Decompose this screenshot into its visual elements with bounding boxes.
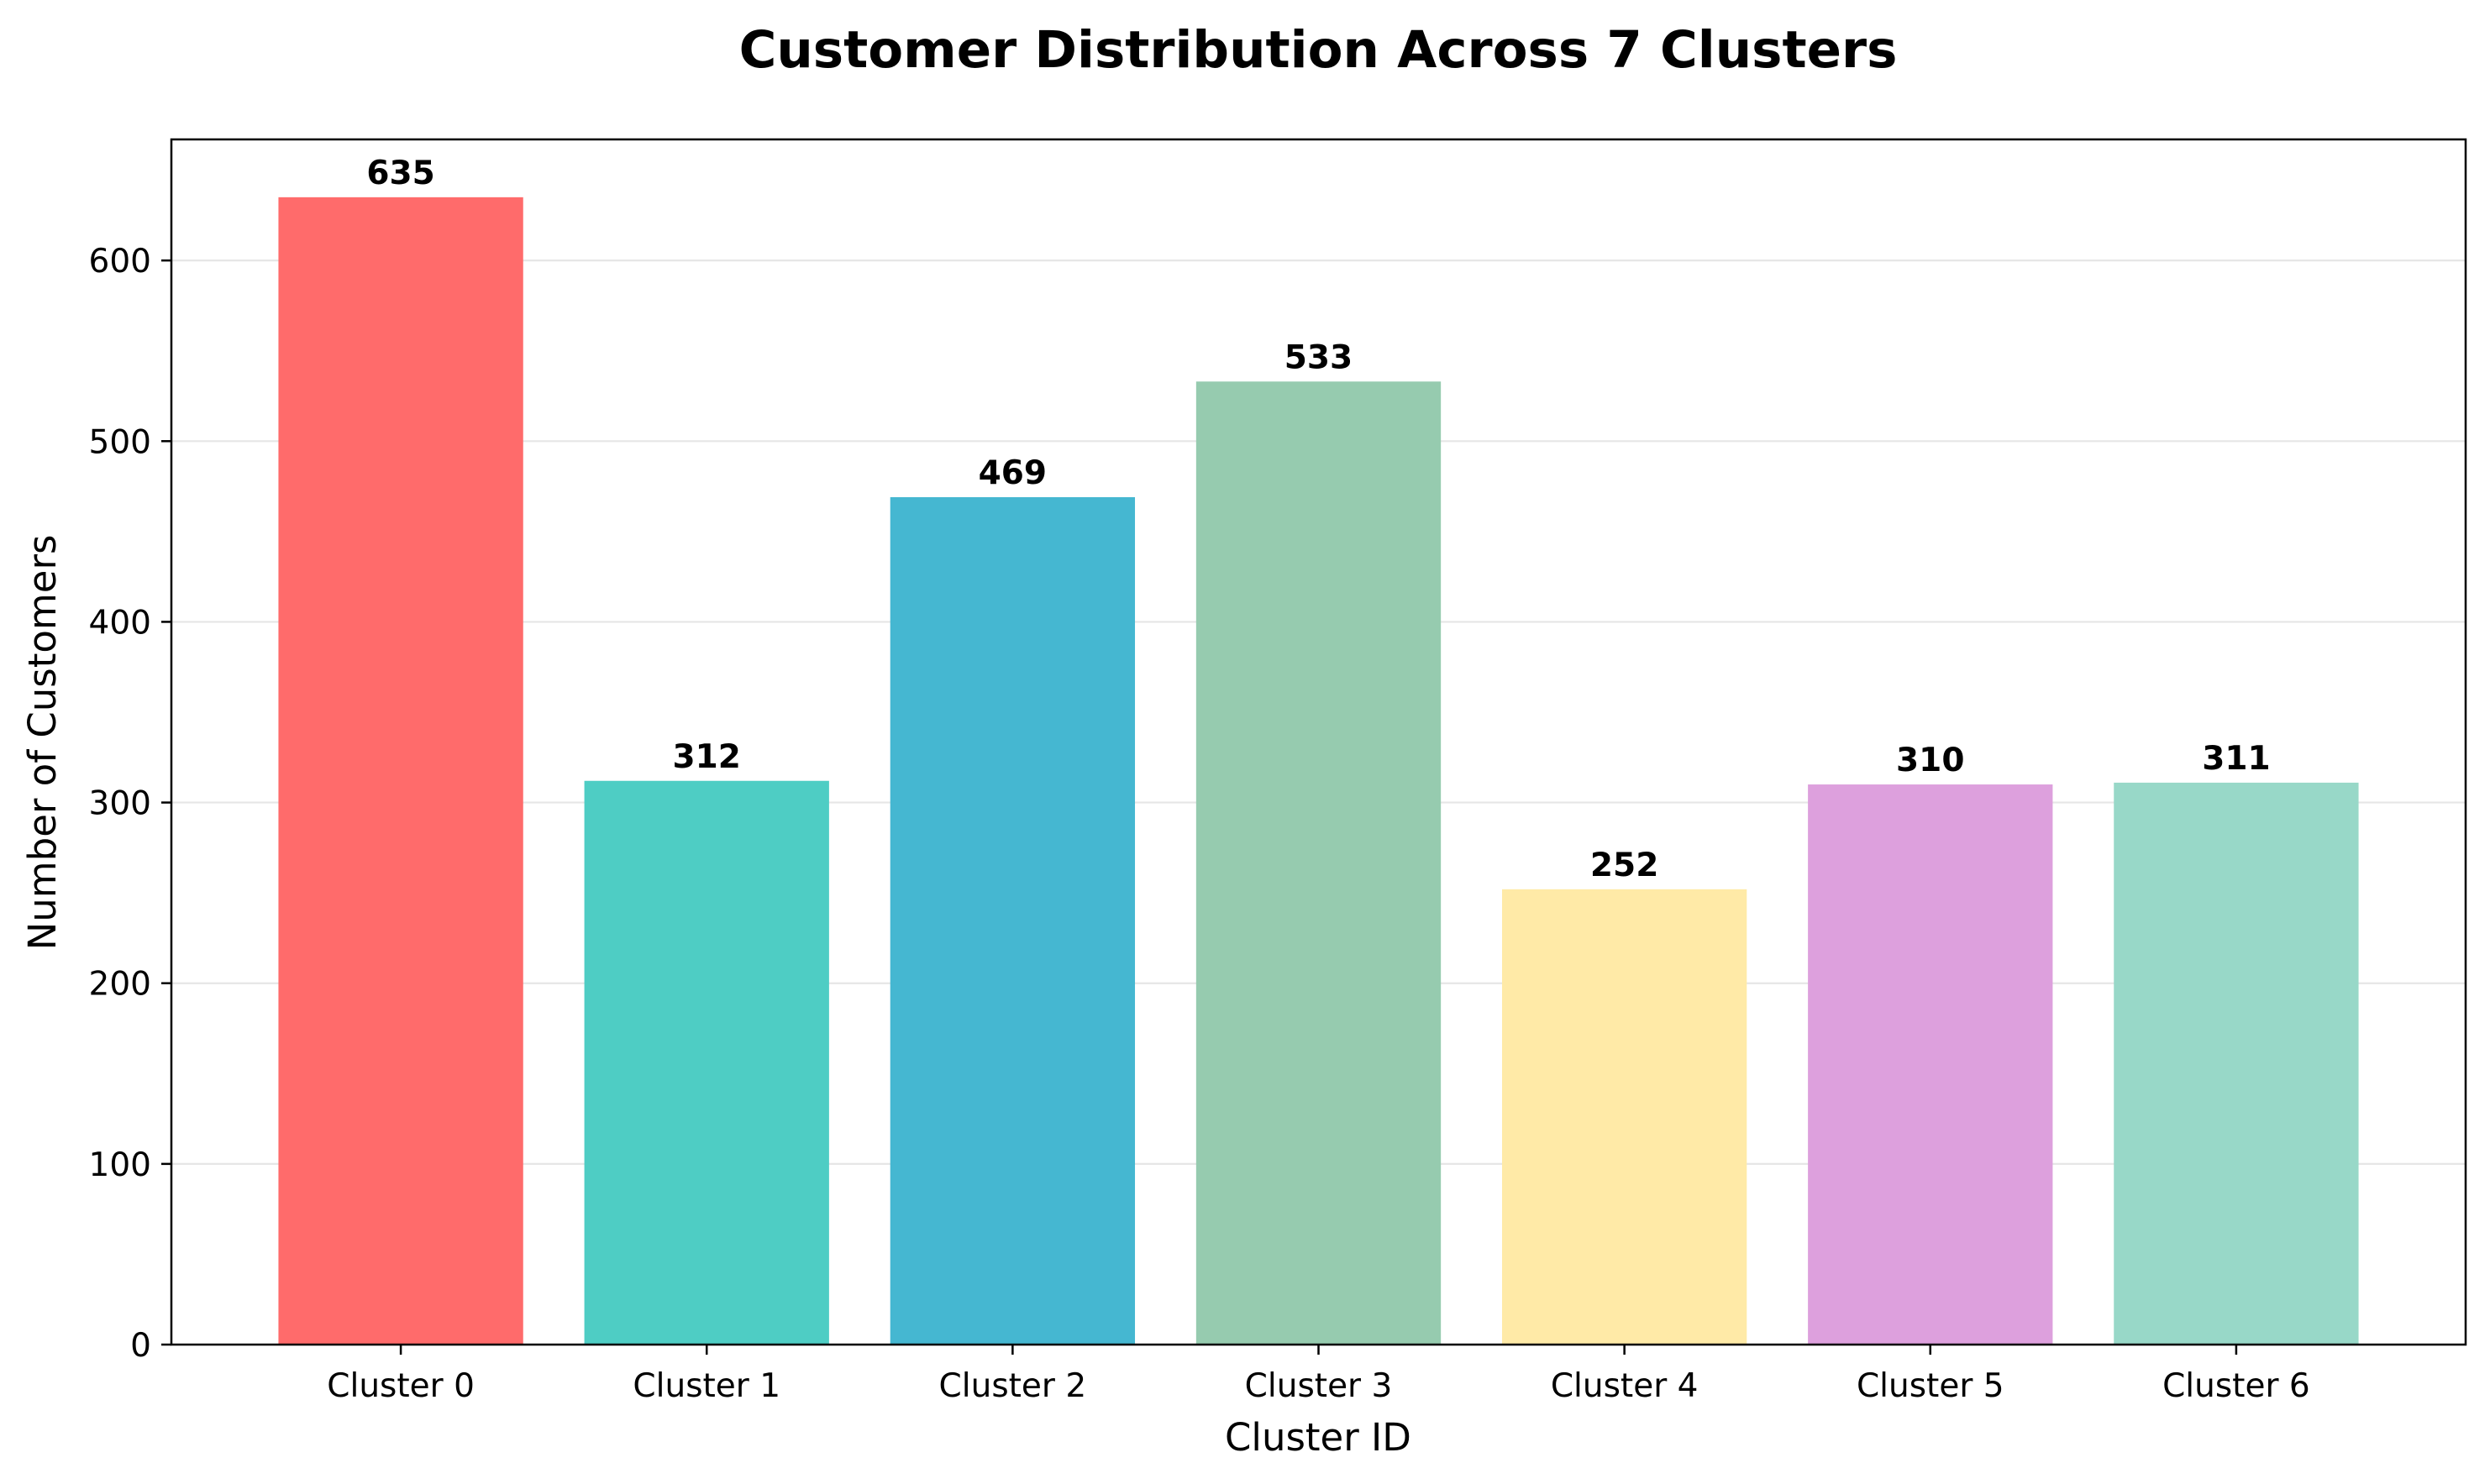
x-tick-label: Cluster 3 [1245, 1367, 1393, 1405]
data-label: 469 [979, 454, 1047, 492]
x-tick-label: Cluster 4 [1551, 1367, 1699, 1405]
x-tick-label: Cluster 5 [1857, 1367, 2004, 1405]
bar-cluster-0 [278, 197, 523, 1345]
axes-frame [170, 138, 2467, 1346]
x-axis-ticks: Cluster 0 Cluster 1 Cluster 2 Cluster 3 Clus… [327, 1345, 2310, 1405]
y-tick-label: 200 [89, 966, 151, 1004]
y-tick-label: 0 [130, 1327, 151, 1365]
y-tick-label: 500 [89, 423, 151, 461]
data-label: 533 [1284, 338, 1353, 376]
y-axis-ticks: 0 100 200 300 400 500 600 [89, 243, 171, 1365]
y-tick-label: 600 [89, 243, 151, 281]
data-label: 312 [673, 738, 741, 776]
bar-cluster-1 [584, 780, 829, 1345]
bar-cluster-2 [890, 496, 1136, 1345]
bar-cluster-3 [1195, 381, 1442, 1345]
bars [278, 197, 2359, 1345]
x-tick-label: Cluster 0 [327, 1367, 475, 1405]
data-labels: 635 312 469 533 252 310 311 [366, 155, 2270, 884]
bar-cluster-5 [1808, 784, 2053, 1345]
y-axis-label: Number of Customers [20, 535, 65, 951]
y-tick-label: 300 [89, 785, 151, 823]
x-tick-label: Cluster 6 [2162, 1367, 2310, 1405]
chart-title: Customer Distribution Across 7 Clusters [739, 20, 1898, 80]
data-label: 635 [366, 155, 434, 192]
x-tick-label: Cluster 1 [633, 1367, 780, 1405]
bar-cluster-4 [1501, 889, 1747, 1345]
y-tick-label: 100 [89, 1146, 151, 1184]
data-label: 311 [2202, 740, 2270, 778]
data-label: 310 [1896, 742, 1964, 779]
x-tick-label: Cluster 2 [939, 1367, 1087, 1405]
bar-cluster-6 [2114, 782, 2359, 1345]
y-tick-label: 400 [89, 604, 151, 642]
x-axis-label: Cluster ID [1225, 1415, 1411, 1460]
data-label: 252 [1590, 847, 1658, 884]
